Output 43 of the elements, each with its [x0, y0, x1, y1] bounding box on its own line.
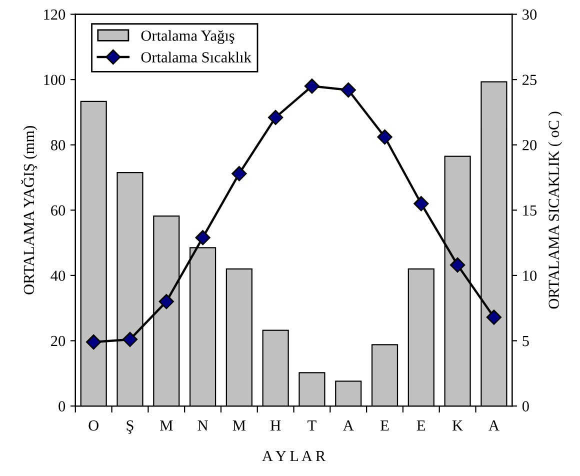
y2-tick-label: 10 — [523, 270, 537, 281]
y2-tick-label: 20 — [522, 140, 537, 150]
point — [486, 310, 502, 325]
y-tick-label: 60 — [51, 205, 66, 216]
y2-tick-label: 15 — [523, 205, 537, 216]
y2-tick-label: 5 — [522, 336, 529, 346]
x-axis-title: A Y L A R — [262, 450, 326, 462]
y-axis-title: ORTALAMA YAĞIŞ (mm) — [21, 126, 38, 294]
x-tick-label: M — [232, 420, 246, 431]
y-tick-label: 20 — [51, 336, 66, 346]
point — [86, 334, 102, 350]
x-tick-label: H — [270, 420, 281, 431]
x-tick-label: A — [342, 420, 354, 431]
point — [304, 78, 320, 94]
point — [232, 166, 247, 182]
y-tick-label: 120 — [44, 9, 66, 20]
point — [158, 294, 174, 310]
y2-tick-label: 25 — [522, 74, 537, 86]
point — [195, 230, 210, 246]
point — [414, 196, 429, 212]
y-tick-label: 100 — [44, 74, 66, 86]
point — [122, 332, 138, 347]
x-tick-label: E — [416, 420, 426, 431]
x-tick-label: Ş — [126, 420, 134, 434]
point — [450, 257, 466, 273]
y-tick-label: 0 — [58, 401, 66, 412]
x-tick-label: N — [198, 420, 208, 431]
x-tick-label: T — [308, 420, 316, 431]
point — [377, 129, 392, 145]
x-tick-label: O — [88, 420, 98, 431]
x-tick-label: A — [488, 420, 500, 431]
x-tick-label: M — [160, 420, 173, 431]
y-tick-label: 40 — [50, 270, 66, 281]
point — [268, 110, 284, 126]
y2-tick-label: 0 — [522, 401, 529, 412]
legend-label: Ortalama Sıcaklık — [141, 52, 252, 62]
y2-axis-title: ORTALAMA SICAKLIK ( oC ) — [548, 112, 562, 309]
y-tick-label: 80 — [50, 140, 66, 150]
y2-tick-label: 30 — [522, 9, 537, 20]
x-tick-label: K — [452, 420, 463, 431]
x-tick-label: E — [380, 420, 389, 431]
point — [340, 82, 356, 98]
legend-label: Ortalama Yağış — [141, 30, 234, 44]
